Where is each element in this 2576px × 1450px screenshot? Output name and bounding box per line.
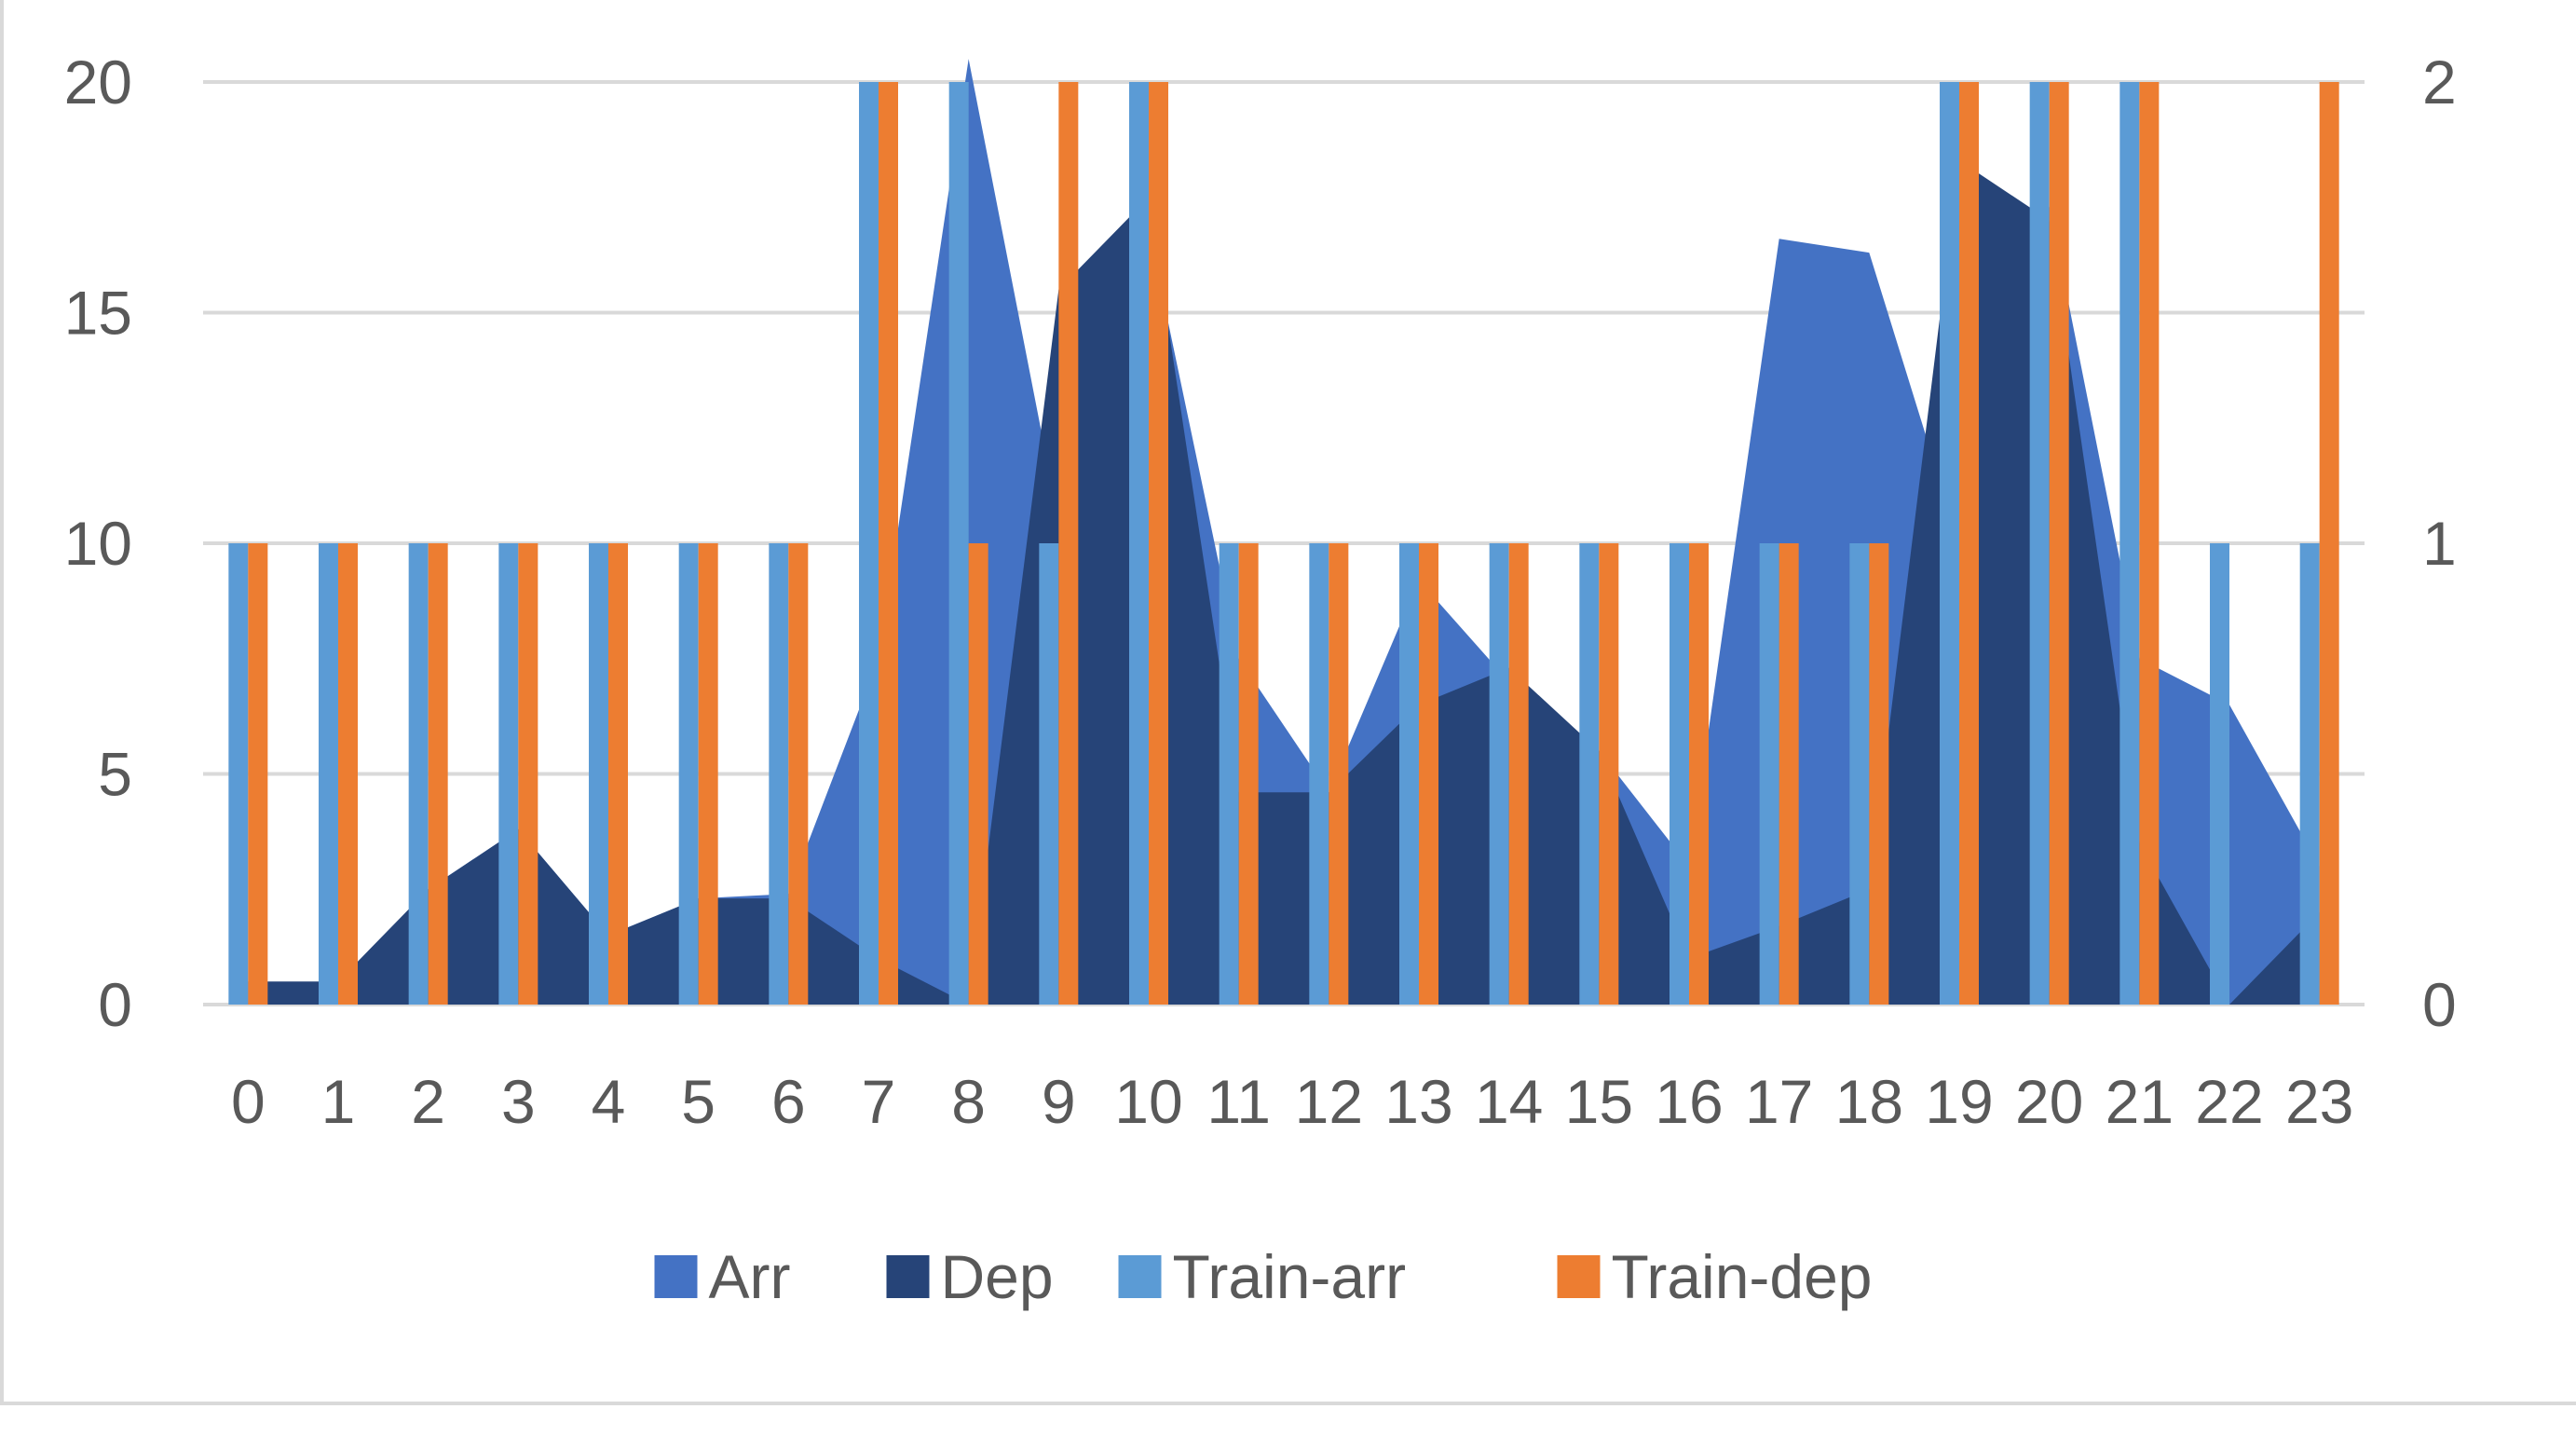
x-tick-label: 15: [1565, 1067, 1633, 1136]
x-tick-label: 14: [1475, 1067, 1543, 1136]
y-left-tick-label: 5: [98, 740, 132, 809]
bar-train-arr-7: [859, 82, 879, 1005]
x-tick-label: 18: [1835, 1067, 1903, 1136]
x-tick-label: 11: [1206, 1067, 1271, 1136]
bar-train-dep-20: [2049, 82, 2069, 1005]
legend-swatch-train-dep: [1557, 1255, 1601, 1298]
bar-train-arr-2: [408, 543, 429, 1005]
bar-train-dep-9: [1058, 82, 1079, 1005]
bar-train-dep-16: [1689, 543, 1709, 1005]
x-tick-label: 5: [681, 1067, 716, 1136]
x-tick-label: 12: [1295, 1067, 1363, 1136]
legend-swatch-arr: [654, 1255, 698, 1298]
y-left-tick-label: 15: [64, 279, 132, 348]
legend-label-train-arr: Train-arr: [1173, 1242, 1407, 1311]
bar-train-dep-7: [879, 82, 898, 1005]
bar-train-arr-10: [1129, 82, 1149, 1005]
bar-train-arr-5: [678, 543, 699, 1005]
y-right-tick-label: 0: [2422, 970, 2457, 1039]
x-tick-label: 7: [862, 1067, 896, 1136]
legend-item-train-arr: Train-arr: [1118, 1242, 1407, 1311]
bar-train-dep-13: [1419, 543, 1438, 1005]
legend-label-train-dep: Train-dep: [1612, 1242, 1873, 1311]
area-series-dep: [248, 160, 2320, 1005]
x-tick-label: 6: [771, 1067, 806, 1136]
legend-label-arr: Arr: [709, 1242, 791, 1311]
area-series-arr: [248, 59, 2320, 1005]
x-tick-label: 13: [1384, 1067, 1452, 1136]
bar-train-dep-14: [1508, 543, 1529, 1005]
bar-train-dep-12: [1329, 543, 1349, 1005]
bar-train-dep-11: [1238, 543, 1259, 1005]
bar-train-dep-15: [1599, 543, 1619, 1005]
x-tick-label: 1: [321, 1067, 356, 1136]
x-tick-label: 4: [592, 1067, 626, 1136]
y-right-tick-label: 2: [2422, 48, 2457, 116]
bar-train-dep-8: [968, 543, 988, 1005]
x-tick-label: 22: [2195, 1067, 2263, 1136]
bar-train-dep-18: [1869, 543, 1889, 1005]
bar-train-arr-19: [1940, 82, 1959, 1005]
bar-train-dep-6: [788, 543, 809, 1005]
bar-train-dep-1: [338, 543, 358, 1005]
x-tick-label: 0: [231, 1067, 266, 1136]
x-tick-label: 23: [2285, 1067, 2353, 1136]
y-left-tick-label: 0: [98, 970, 132, 1039]
bar-train-arr-17: [1759, 543, 1779, 1005]
bar-train-dep-10: [1149, 82, 1168, 1005]
bar-train-arr-23: [2299, 543, 2320, 1005]
bar-train-arr-1: [319, 543, 338, 1005]
x-tick-label: 20: [2015, 1067, 2083, 1136]
bar-train-dep-4: [608, 543, 628, 1005]
legend-swatch-train-arr: [1118, 1255, 1162, 1298]
bar-train-arr-14: [1489, 543, 1509, 1005]
bar-train-arr-15: [1579, 543, 1600, 1005]
bar-train-arr-6: [769, 543, 789, 1005]
bar-train-arr-21: [2119, 82, 2140, 1005]
x-tick-label: 19: [1925, 1067, 1993, 1136]
bar-train-dep-5: [698, 543, 718, 1005]
bar-train-arr-11: [1219, 543, 1239, 1005]
bar-train-dep-2: [428, 543, 448, 1005]
x-tick-label: 21: [2106, 1067, 2174, 1136]
bar-train-dep-23: [2319, 82, 2339, 1005]
legend-item-train-dep: Train-dep: [1557, 1242, 1873, 1311]
x-tick-label: 17: [1745, 1067, 1813, 1136]
x-tick-label: 10: [1114, 1067, 1182, 1136]
bar-train-dep-0: [248, 543, 268, 1005]
bar-train-arr-12: [1309, 543, 1329, 1005]
legend-label-dep: Dep: [941, 1242, 1054, 1311]
bar-train-arr-8: [948, 82, 969, 1005]
y-right-tick-label: 1: [2422, 509, 2457, 578]
y-left-tick-label: 20: [64, 48, 132, 116]
x-tick-label: 3: [501, 1067, 536, 1136]
bar-train-arr-18: [1849, 543, 1870, 1005]
legend-item-arr: Arr: [654, 1242, 791, 1311]
bar-train-arr-4: [589, 543, 608, 1005]
bar-train-dep-19: [1959, 82, 1979, 1005]
bar-train-arr-9: [1039, 543, 1059, 1005]
bar-train-dep-21: [2139, 82, 2160, 1005]
bar-train-arr-3: [498, 543, 519, 1005]
legend-item-dep: Dep: [886, 1242, 1054, 1311]
y-left-tick-label: 10: [64, 509, 132, 578]
legend-swatch-dep: [886, 1255, 930, 1298]
bar-train-arr-16: [1670, 543, 1689, 1005]
x-tick-label: 8: [951, 1067, 986, 1136]
bar-train-arr-13: [1399, 543, 1419, 1005]
bar-train-arr-0: [228, 543, 249, 1005]
bar-train-arr-22: [2210, 543, 2229, 1005]
bar-train-arr-20: [2029, 82, 2050, 1005]
x-tick-label: 16: [1655, 1067, 1723, 1136]
x-tick-label: 9: [1042, 1067, 1076, 1136]
bar-train-dep-3: [518, 543, 538, 1005]
bar-train-dep-17: [1779, 543, 1799, 1005]
x-tick-label: 2: [411, 1067, 445, 1136]
chart-border: [0, 0, 2576, 1405]
